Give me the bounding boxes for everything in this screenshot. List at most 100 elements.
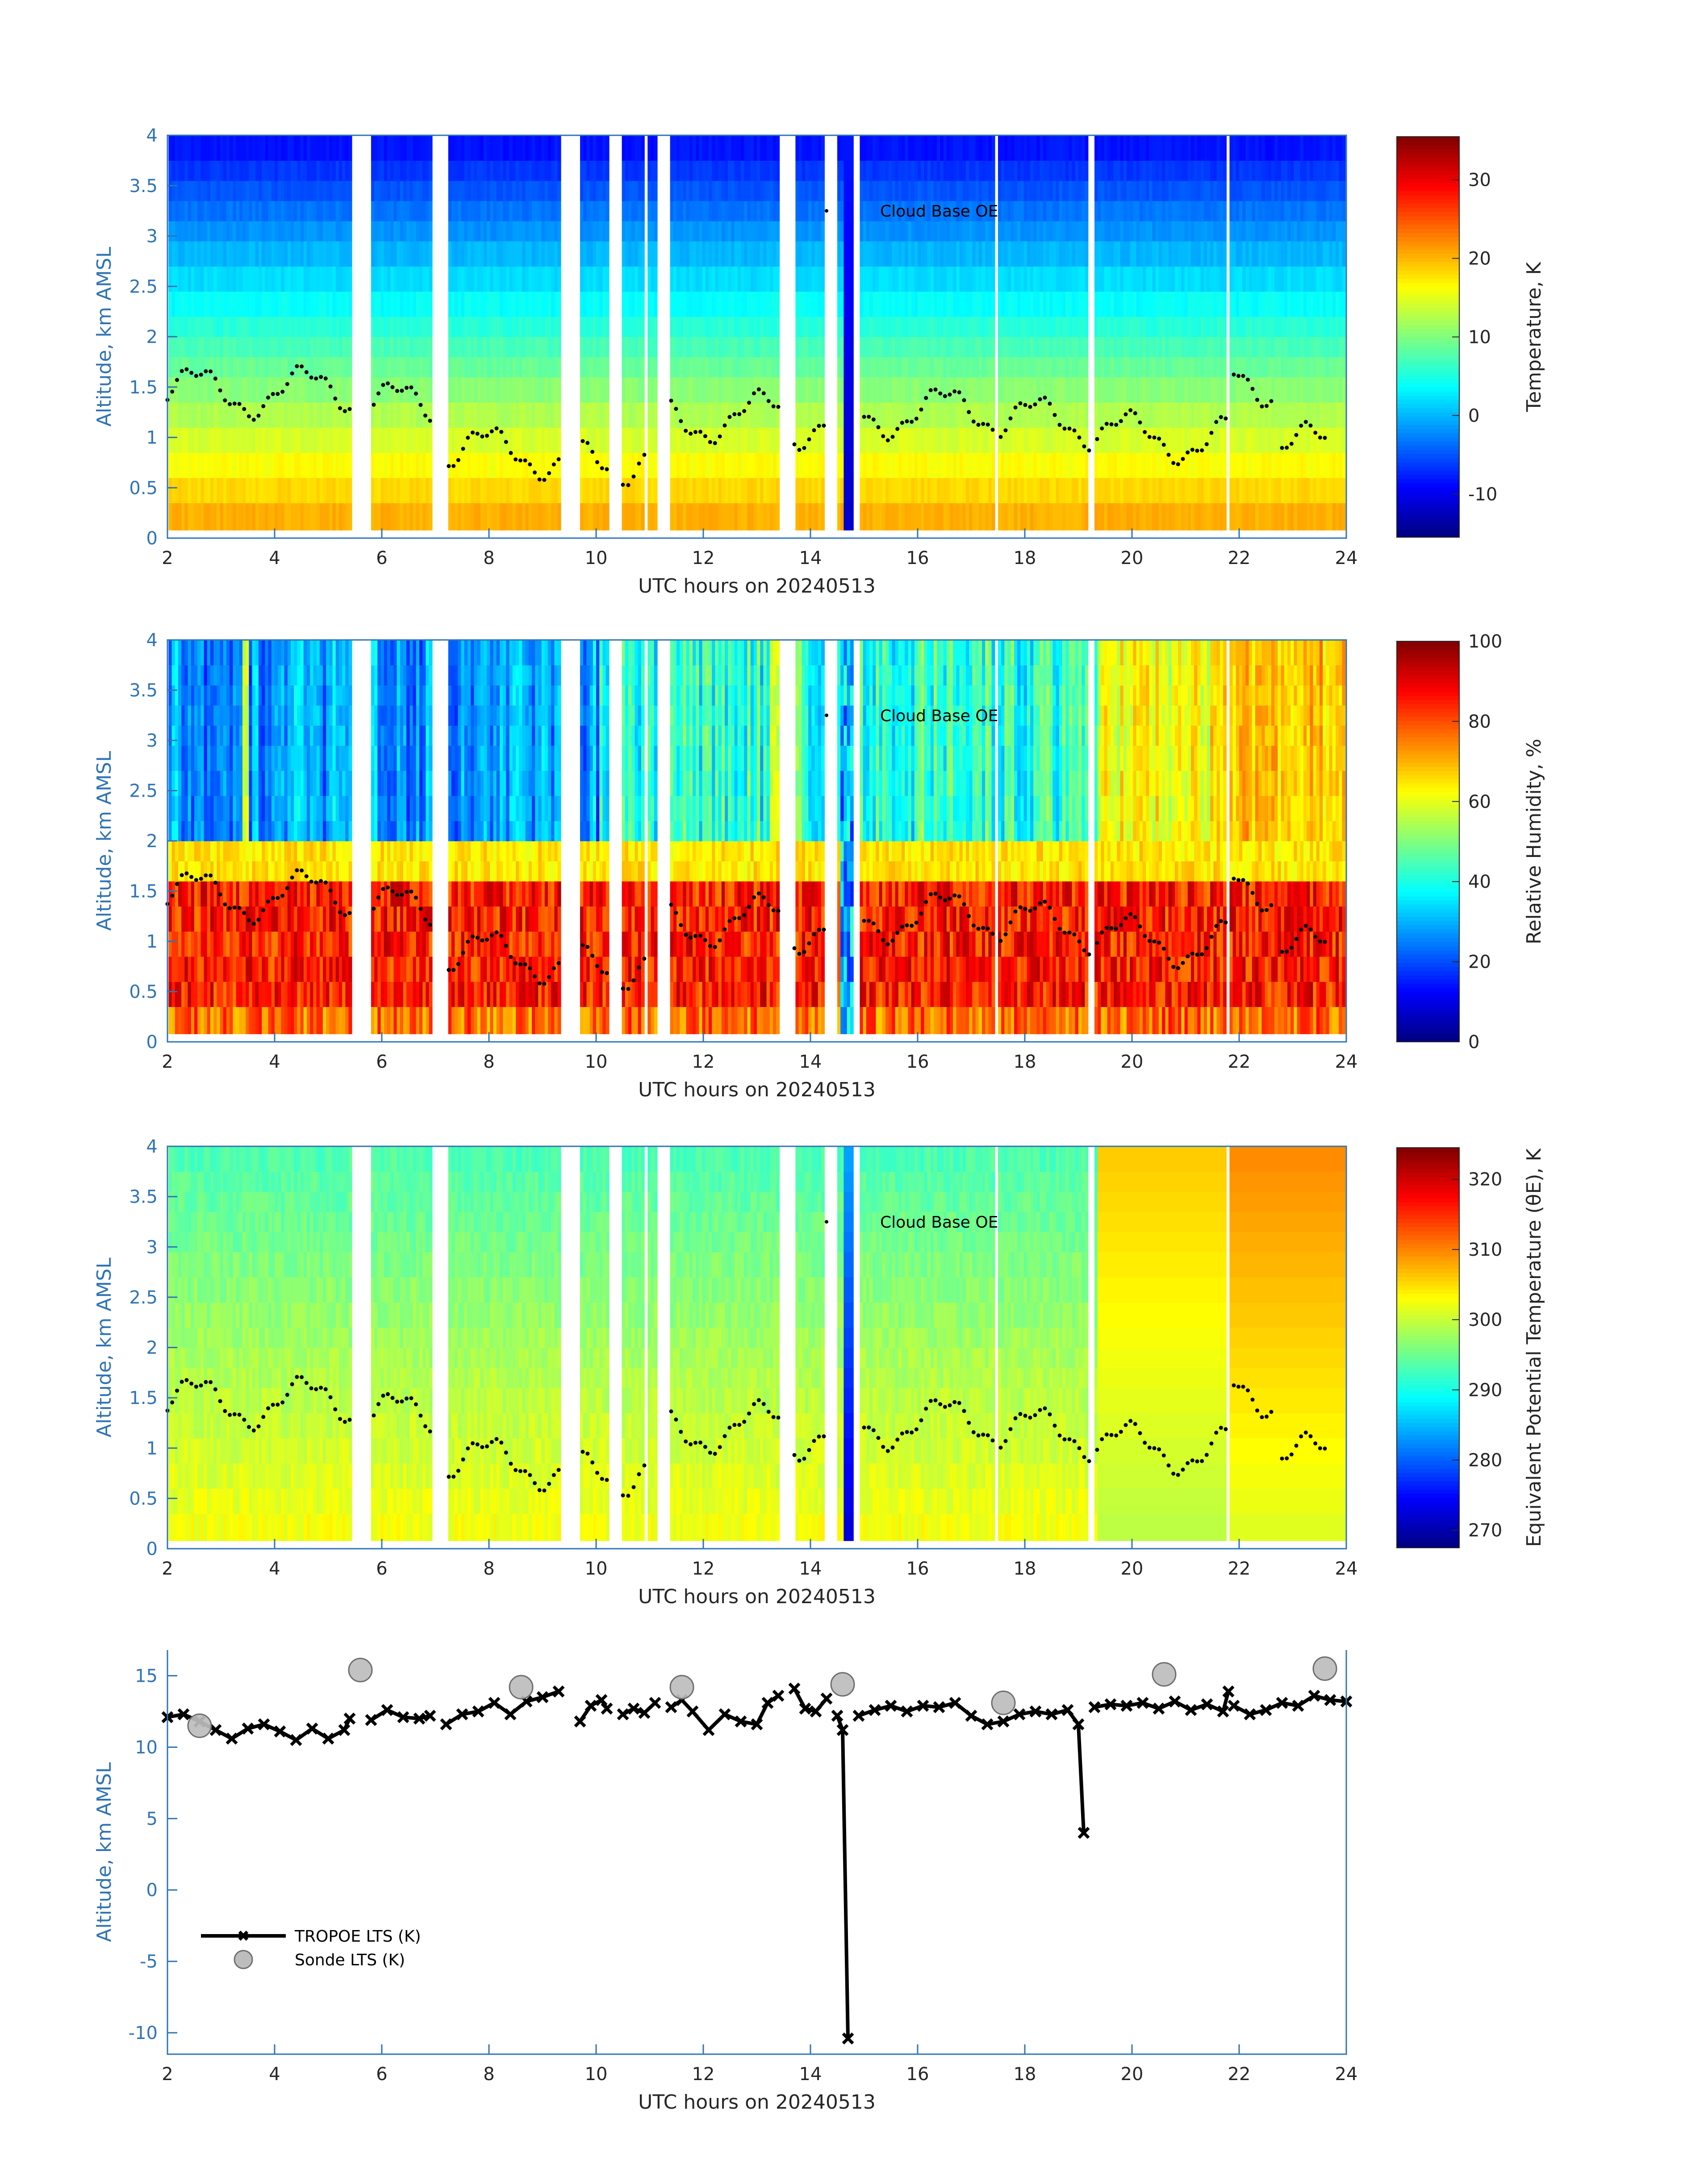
heatmap-cell [490, 291, 494, 317]
heatmap-cell [1191, 337, 1194, 357]
heatmap-cell [988, 377, 992, 403]
heatmap-cell [975, 291, 979, 317]
heatmap-cell [1171, 160, 1175, 181]
heatmap-cell [1059, 427, 1063, 453]
heatmap-cell [419, 377, 423, 403]
heatmap-cell [297, 180, 301, 201]
heatmap-cell [705, 201, 709, 221]
heatmap-cell [397, 402, 401, 428]
heatmap-cell [1069, 357, 1073, 377]
heatmap-cell [606, 241, 610, 267]
heatmap-cell [1117, 477, 1121, 503]
heatmap-cell [448, 316, 452, 337]
heatmap-cell [1146, 135, 1150, 161]
heatmap-cell [226, 266, 230, 292]
heatmap-cell [1133, 201, 1137, 221]
heatmap-cell [1207, 452, 1211, 478]
heatmap-cell [1127, 427, 1130, 453]
heatmap-cell [998, 135, 1002, 161]
heatmap-cell [689, 221, 693, 242]
heatmap-cell [1072, 427, 1076, 453]
heatmap-cell [1078, 291, 1082, 317]
heatmap-cell [1101, 427, 1105, 453]
heatmap-cell [837, 180, 841, 201]
heatmap-cell [696, 503, 700, 531]
heatmap-cell [1062, 241, 1066, 267]
heatmap-cell [525, 337, 529, 357]
heatmap-cell [975, 452, 979, 478]
heatmap-cell [631, 266, 635, 292]
heatmap-cell [1171, 201, 1175, 221]
heatmap-cell [811, 503, 815, 531]
heatmap-cell [1213, 201, 1217, 221]
heatmap-cell [1040, 316, 1044, 337]
heatmap-cell [937, 135, 941, 161]
heatmap-cell [1036, 180, 1040, 201]
heatmap-cell [654, 316, 658, 337]
heatmap-cell [1149, 477, 1153, 503]
heatmap-cell [506, 180, 510, 201]
heatmap-cell [699, 180, 703, 201]
heatmap-cell [1107, 160, 1111, 181]
heatmap-cell [882, 201, 886, 221]
heatmap-cell [291, 452, 294, 478]
heatmap-cell [448, 291, 452, 317]
heatmap-cell [413, 503, 417, 531]
heatmap-cell [750, 452, 754, 478]
heatmap-cell [471, 135, 475, 161]
heatmap-cell [1094, 201, 1098, 221]
heatmap-cell [294, 180, 298, 201]
heatmap-cell [1203, 316, 1207, 337]
heatmap-cell [1120, 201, 1124, 221]
heatmap-cell [593, 135, 597, 161]
heatmap-cell [419, 427, 423, 453]
heatmap-cell [265, 402, 269, 428]
heatmap-cell [171, 337, 175, 357]
heatmap-cell [387, 221, 391, 242]
heatmap-cell [686, 503, 690, 531]
heatmap-cell [962, 201, 966, 221]
heatmap-cell [1123, 201, 1127, 221]
heatmap-cell [1133, 160, 1137, 181]
heatmap-cell [985, 160, 989, 181]
heatmap-cell [252, 402, 256, 428]
heatmap-cell [1159, 266, 1162, 292]
heatmap-cell [1229, 201, 1233, 221]
heatmap-cell [606, 160, 610, 181]
heatmap-cell [474, 427, 478, 453]
heatmap-cell [647, 221, 651, 242]
heatmap-cell [988, 503, 992, 531]
heatmap-cell [712, 337, 716, 357]
heatmap-cell [348, 291, 352, 317]
heatmap-cell [712, 221, 716, 242]
heatmap-cell [1052, 452, 1057, 478]
heatmap-cell [1001, 357, 1005, 377]
heatmap-cell [1229, 402, 1233, 428]
heatmap-cell [1130, 180, 1134, 201]
heatmap-cell [188, 180, 192, 201]
heatmap-cell [1014, 266, 1018, 292]
heatmap-cell [1075, 221, 1079, 242]
heatmap-cell [927, 357, 931, 377]
heatmap-cell [217, 266, 221, 292]
heatmap-cell [284, 503, 288, 531]
heatmap-cell [709, 180, 712, 201]
heatmap-cell [535, 201, 539, 221]
heatmap-cell [702, 337, 706, 357]
heatmap-cell [866, 337, 870, 357]
heatmap-cell [297, 291, 301, 317]
heatmap-cell [978, 291, 982, 317]
heatmap-cell [1056, 180, 1060, 201]
heatmap-cell [680, 221, 684, 242]
heatmap-cell [307, 377, 310, 403]
heatmap-cell [1052, 427, 1057, 453]
heatmap-cell [268, 337, 272, 357]
heatmap-cell [390, 452, 394, 478]
heatmap-cell [844, 477, 848, 503]
heatmap-cell [1043, 201, 1047, 221]
heatmap-cell [950, 452, 953, 478]
heatmap-cell [335, 221, 339, 242]
heatmap-cell [184, 180, 188, 201]
heatmap-cell [461, 221, 465, 242]
heatmap-cell [953, 452, 957, 478]
